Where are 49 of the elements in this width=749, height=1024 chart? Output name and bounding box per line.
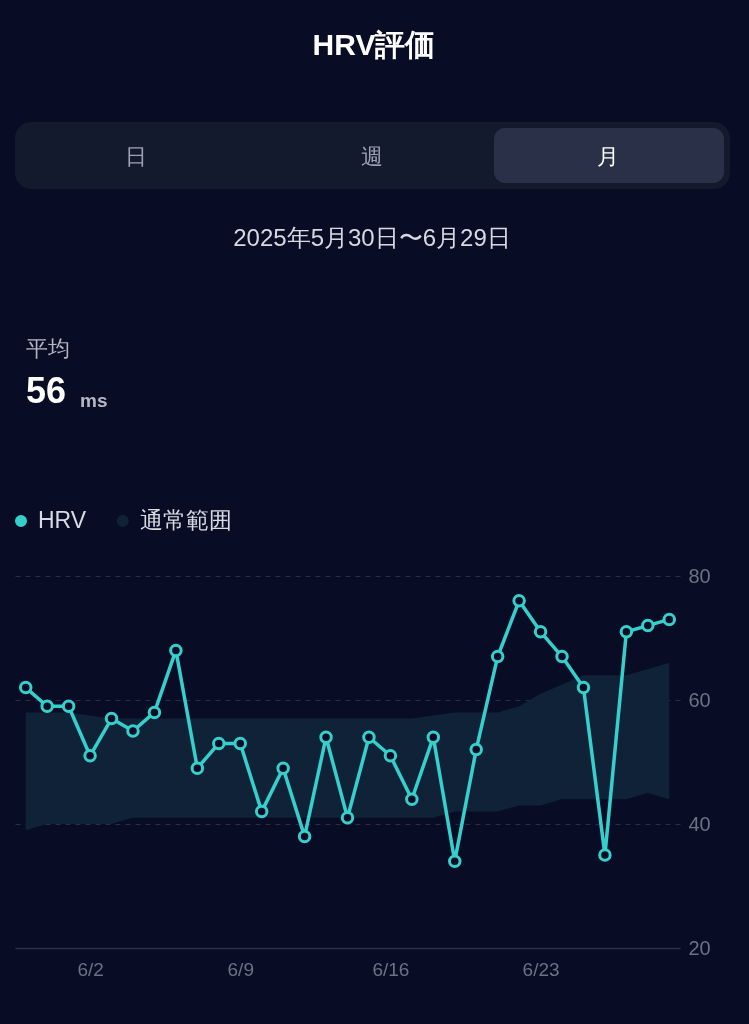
point (340, 811, 355, 825)
point (276, 761, 290, 775)
point (169, 643, 183, 658)
point (104, 711, 119, 726)
text: 56 (26, 370, 67, 411)
point (126, 724, 140, 738)
point (190, 761, 205, 775)
point (619, 625, 634, 639)
point (512, 594, 526, 608)
x-tick-label: 6/23 (522, 958, 560, 980)
point (233, 736, 247, 751)
point (297, 829, 312, 844)
point (555, 649, 569, 664)
point (662, 612, 677, 627)
point (405, 792, 419, 806)
point (598, 848, 612, 862)
y-tick-label: 20 (688, 936, 711, 959)
text: 平均 (26, 336, 70, 361)
text: 日 (125, 144, 147, 169)
point (212, 736, 226, 751)
point (83, 749, 97, 763)
point (426, 730, 441, 744)
point (490, 649, 505, 664)
point (254, 804, 269, 819)
y-tick-label: 60 (688, 688, 711, 711)
point (147, 705, 162, 720)
point (533, 625, 548, 639)
point (319, 730, 333, 744)
point (18, 680, 33, 695)
x-tick-label: 6/9 (227, 958, 254, 980)
text: 月 (597, 144, 619, 169)
x-tick-label: 6/2 (77, 958, 104, 980)
text: ms (80, 390, 108, 411)
point (576, 680, 591, 695)
point (641, 618, 655, 633)
y-tick-label: 80 (688, 564, 711, 587)
legend-label: 通常範囲 (139, 507, 232, 533)
point (448, 854, 462, 868)
point (61, 699, 76, 713)
y-tick-label: 40 (688, 812, 711, 835)
x-tick-label: 6/16 (372, 958, 410, 980)
point (40, 699, 54, 713)
legend-label: HRV (38, 507, 87, 533)
text: 週 (361, 144, 383, 169)
point (362, 730, 376, 744)
point (383, 749, 398, 763)
chart-subtitle: 2025年5月30日〜6月29日 (233, 224, 511, 251)
point (469, 742, 483, 757)
chart-title: HRV評価 (312, 28, 436, 61)
